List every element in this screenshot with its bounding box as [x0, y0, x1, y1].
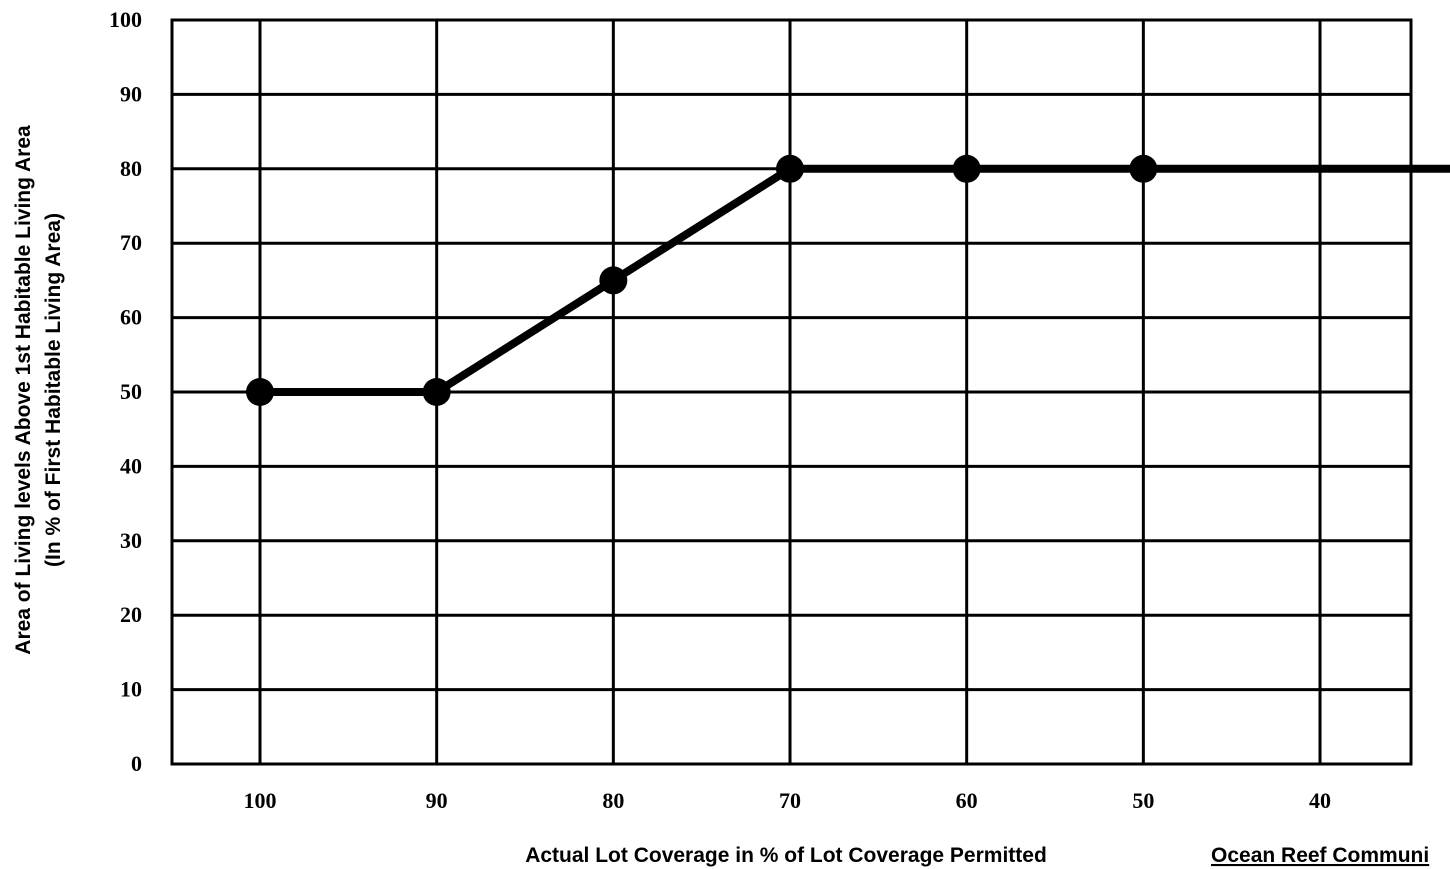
y-tick-label: 30 [120, 528, 142, 553]
y-tick-label: 20 [120, 602, 142, 627]
y-tick-label: 80 [120, 156, 142, 181]
x-tick-label: 70 [779, 788, 801, 813]
y-tick-label: 60 [120, 305, 142, 330]
x-tick-label: 50 [1132, 788, 1154, 813]
y-axis-title-line2: (In % of First Habitable Living Area) [42, 213, 65, 567]
y-tick-label: 50 [120, 379, 142, 404]
y-tick-label: 40 [120, 453, 142, 478]
data-point [952, 154, 981, 183]
data-point [246, 378, 274, 406]
series-line [260, 164, 1450, 396]
data-point [599, 266, 628, 295]
y-axis-title: Area of Living levels Above 1st Habitabl… [12, 125, 65, 655]
x-tick-label: 60 [956, 788, 978, 813]
data-point [1129, 154, 1158, 183]
x-axis-title: Actual Lot Coverage in % of Lot Coverage… [525, 844, 1047, 867]
y-tick-label: 70 [120, 230, 142, 255]
x-tick-labels: 100 90 80 70 60 50 40 [244, 788, 1332, 813]
series-group [246, 154, 1450, 406]
y-tick-label: 90 [120, 81, 142, 106]
data-point [776, 154, 805, 183]
x-tick-label: 80 [602, 788, 624, 813]
y-tick-label: 0 [131, 751, 142, 776]
data-point [422, 378, 451, 406]
x-tick-label: 100 [244, 788, 277, 813]
y-tick-label: 100 [109, 7, 142, 32]
y-tick-label: 10 [120, 677, 142, 702]
credit-text: Ocean Reef Communi [1211, 844, 1429, 867]
x-tick-label: 40 [1309, 788, 1331, 813]
x-tick-label: 90 [426, 788, 448, 813]
y-axis-title-line1: Area of Living levels Above 1st Habitabl… [12, 125, 35, 655]
plot-frame [170, 18, 1413, 766]
y-tick-labels: 0 10 20 30 40 50 60 70 80 90 100 [109, 7, 142, 776]
